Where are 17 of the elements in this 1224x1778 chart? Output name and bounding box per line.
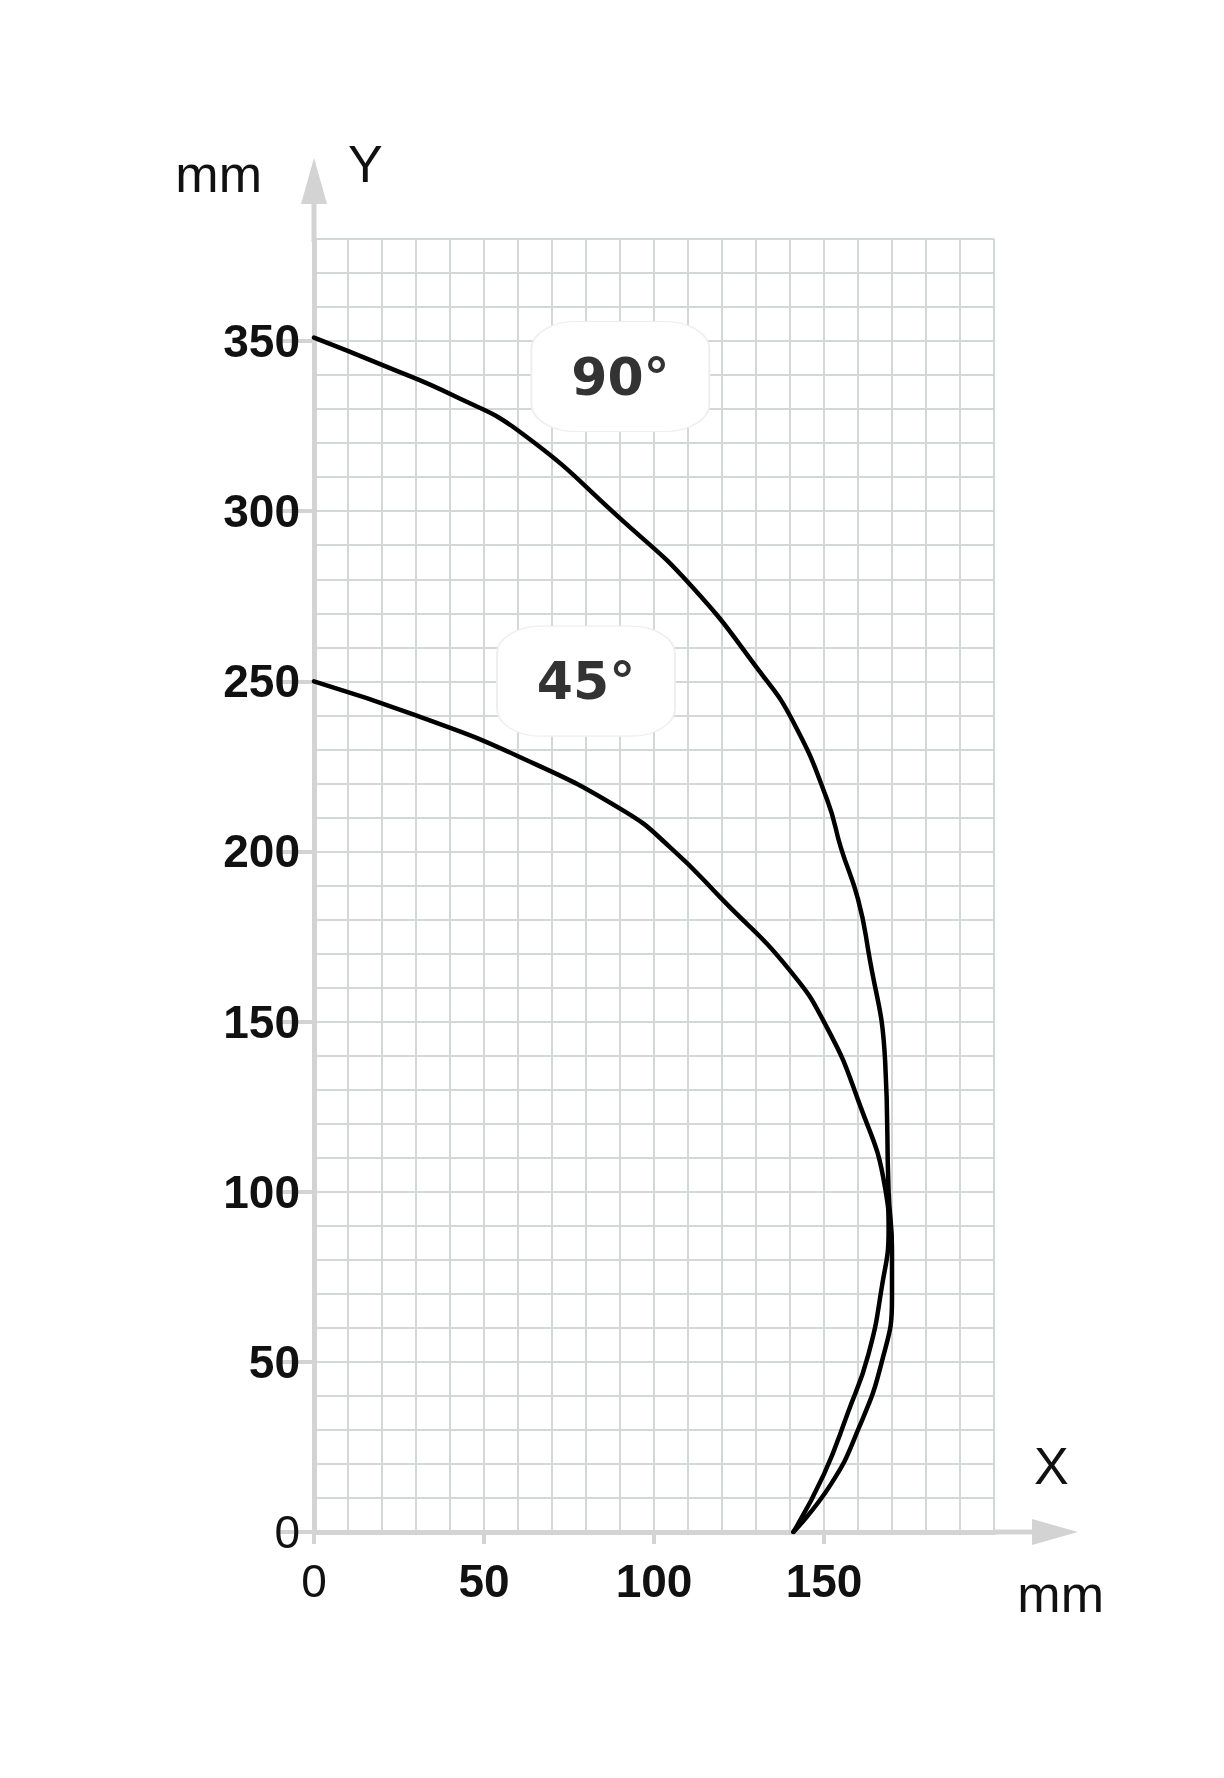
x-tick-label: 50 <box>458 1555 510 1607</box>
y-tick-label: 350 <box>223 315 300 368</box>
y-tick-label: 200 <box>223 825 300 878</box>
text: mm <box>1017 1565 1105 1623</box>
x-axis-title: X <box>1034 1437 1069 1495</box>
y-tick-label: 100 <box>223 1165 300 1218</box>
y-tick-label: 300 <box>223 485 300 538</box>
series-label: 45° <box>536 651 636 712</box>
y-tick-label: 150 <box>223 995 300 1048</box>
text: mm <box>175 145 263 203</box>
series-label: 90° <box>571 346 670 407</box>
y-tick-label: 50 <box>248 1335 300 1388</box>
y-tick-label: 0 <box>274 1506 300 1558</box>
y-axis-title: Y <box>348 135 383 193</box>
x-tick-label: 150 <box>785 1555 863 1607</box>
y-tick-label: 250 <box>223 655 300 708</box>
x-tick-label: 100 <box>615 1555 693 1607</box>
